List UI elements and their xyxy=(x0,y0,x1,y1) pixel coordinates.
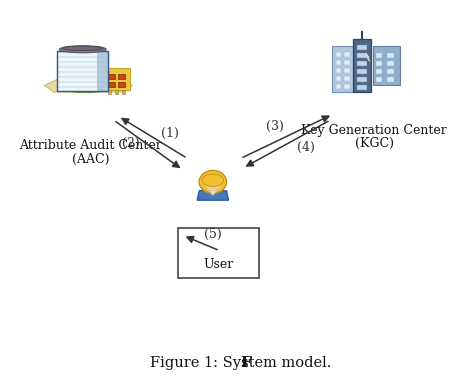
Bar xyxy=(356,69,367,74)
Bar xyxy=(336,52,341,57)
Bar xyxy=(376,69,383,74)
Bar xyxy=(57,68,108,71)
Bar xyxy=(115,90,118,94)
Ellipse shape xyxy=(61,80,111,93)
Text: (4): (4) xyxy=(297,141,315,154)
Text: (5): (5) xyxy=(204,228,222,241)
Bar xyxy=(376,53,383,58)
Text: (2): (2) xyxy=(122,136,140,150)
Bar xyxy=(356,45,367,50)
Bar xyxy=(387,61,394,66)
Text: (AAC): (AAC) xyxy=(72,153,109,166)
Ellipse shape xyxy=(202,174,224,186)
Bar xyxy=(336,84,341,89)
Text: Key Generation Center: Key Generation Center xyxy=(301,124,447,137)
Bar xyxy=(353,39,372,92)
Bar xyxy=(344,84,349,89)
Bar xyxy=(108,90,110,94)
Circle shape xyxy=(199,170,227,193)
Bar xyxy=(356,85,367,90)
Ellipse shape xyxy=(63,46,103,51)
Bar xyxy=(336,60,341,65)
Bar xyxy=(387,77,394,82)
Bar xyxy=(178,228,259,278)
Polygon shape xyxy=(45,79,132,92)
Bar xyxy=(336,76,341,81)
Bar xyxy=(373,46,400,85)
Bar xyxy=(344,76,349,81)
Polygon shape xyxy=(209,191,217,195)
Bar xyxy=(344,52,349,57)
Bar xyxy=(356,77,367,82)
Bar xyxy=(376,77,383,82)
Bar xyxy=(336,68,341,73)
Bar xyxy=(356,53,367,58)
Bar xyxy=(387,69,394,74)
Polygon shape xyxy=(197,191,228,200)
Bar xyxy=(57,58,108,61)
Bar xyxy=(356,61,367,66)
Bar xyxy=(57,63,108,66)
Bar xyxy=(344,60,349,65)
Bar xyxy=(57,73,108,76)
Text: (3): (3) xyxy=(266,120,284,133)
Bar xyxy=(118,82,125,87)
Bar xyxy=(332,46,356,92)
Bar xyxy=(57,51,108,91)
Bar xyxy=(109,74,115,79)
Bar xyxy=(376,61,383,66)
Bar xyxy=(57,83,108,86)
Bar xyxy=(57,89,108,91)
Bar xyxy=(387,53,394,58)
Text: Attribute Audit Center: Attribute Audit Center xyxy=(19,139,162,152)
Bar xyxy=(106,68,130,90)
Ellipse shape xyxy=(59,46,106,53)
Text: (1): (1) xyxy=(162,127,179,140)
Bar xyxy=(57,51,108,91)
Text: (KGC): (KGC) xyxy=(355,137,394,150)
Text: User: User xyxy=(203,258,234,271)
Bar xyxy=(57,78,108,81)
Bar xyxy=(344,68,349,73)
Ellipse shape xyxy=(205,178,221,191)
Bar xyxy=(118,74,125,79)
Bar xyxy=(122,90,125,94)
Text: Figure 1: System model.: Figure 1: System model. xyxy=(150,356,331,370)
Text: F: F xyxy=(240,356,251,370)
Bar xyxy=(57,53,108,56)
Bar xyxy=(97,51,108,91)
Bar xyxy=(109,82,115,87)
